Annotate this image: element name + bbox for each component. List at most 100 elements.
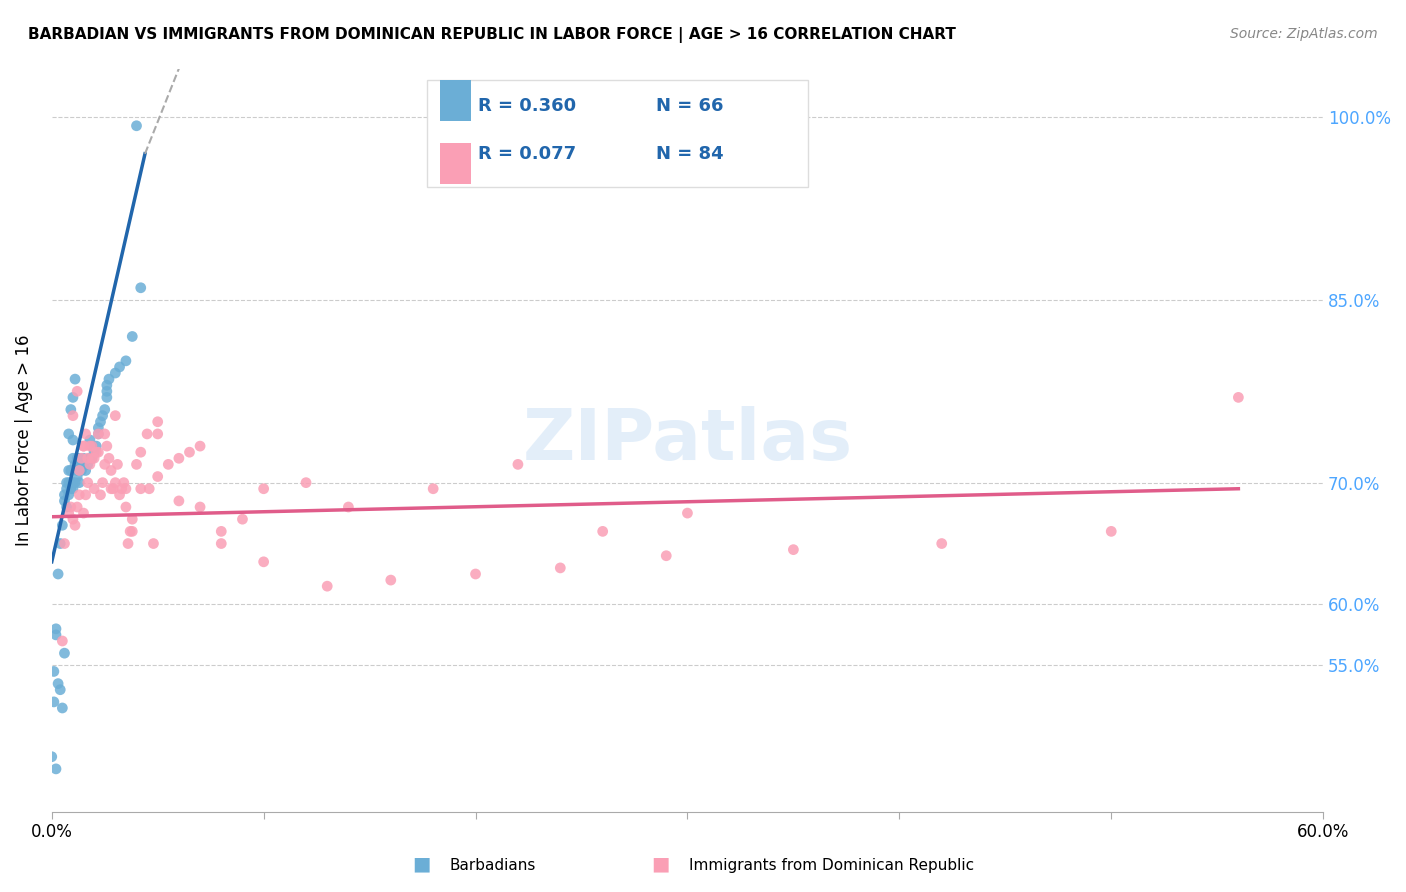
Point (75, 488, 97, 502)
Point (63, 518, 86, 533)
Point (422, 482, 444, 496)
Point (79, 433, 101, 447)
Point (129, 445, 152, 459)
Text: R = 0.077: R = 0.077 (478, 145, 576, 163)
Point (55, 500, 77, 514)
Point (66, 384, 89, 399)
Point (62, 475, 84, 490)
Point (51, 634, 73, 648)
Point (103, 482, 125, 496)
Point (45, 622, 67, 636)
Point (70, 458, 93, 472)
Point (120, 524, 142, 539)
Point (188, 500, 211, 514)
Point (129, 482, 152, 496)
Point (112, 475, 135, 490)
Point (108, 359, 131, 374)
Text: Barbadians: Barbadians (450, 858, 536, 872)
Point (111, 482, 134, 496)
Point (41, 749, 63, 764)
Point (58, 463, 80, 477)
Point (146, 469, 169, 483)
Point (79, 451, 101, 466)
Point (59, 402, 82, 417)
Point (76, 458, 98, 472)
Point (142, 536, 165, 550)
Text: BARBADIAN VS IMMIGRANTS FROM DOMINICAN REPUBLIC IN LABOR FORCE | AGE > 16 CORREL: BARBADIAN VS IMMIGRANTS FROM DOMINICAN R… (28, 27, 956, 43)
Bar (440, 143, 471, 184)
Text: ■: ■ (412, 855, 432, 873)
Point (782, 542, 804, 557)
Text: R = 0.360: R = 0.360 (471, 91, 569, 109)
Point (46, 566, 69, 581)
Point (84, 445, 107, 459)
Point (80, 439, 103, 453)
Point (188, 439, 211, 453)
Point (87, 421, 110, 435)
Point (67, 475, 90, 490)
Point (79, 458, 101, 472)
Point (121, 329, 143, 343)
Point (63, 372, 86, 386)
Point (108, 488, 131, 502)
Point (107, 458, 129, 472)
Point (66, 463, 89, 477)
Point (179, 445, 201, 459)
Point (62, 482, 84, 496)
Point (83, 451, 105, 466)
Point (157, 458, 180, 472)
Point (253, 555, 276, 569)
Point (66, 469, 89, 483)
Point (100, 463, 122, 477)
Point (53, 646, 76, 660)
Point (104, 366, 127, 380)
Point (45, 762, 67, 776)
Point (167, 494, 190, 508)
Point (380, 573, 402, 587)
Point (66, 451, 89, 466)
Point (42, 665, 65, 679)
Point (146, 426, 169, 441)
Point (93, 402, 115, 417)
Point (117, 536, 139, 550)
Point (80, 451, 103, 466)
Text: N = 66: N = 66 (650, 91, 717, 109)
Point (115, 354, 138, 368)
Point (63, 458, 86, 472)
Point (87, 426, 110, 441)
Point (67, 488, 90, 502)
Point (121, 512, 143, 526)
Point (316, 579, 339, 593)
Point (76, 475, 98, 490)
Text: ZIPatlas: ZIPatlas (523, 406, 852, 475)
Bar (427, 79, 808, 187)
Point (931, 536, 953, 550)
Point (63, 475, 86, 490)
Text: N = 66: N = 66 (655, 96, 723, 115)
Point (46, 676, 69, 690)
Point (62, 409, 84, 423)
Point (66, 500, 89, 514)
Point (91, 475, 114, 490)
Point (89, 415, 111, 429)
Point (129, 281, 152, 295)
Point (231, 512, 253, 526)
Point (59, 463, 82, 477)
Point (55, 482, 77, 496)
Point (58, 426, 80, 441)
Point (62, 433, 84, 447)
Point (62, 512, 84, 526)
Point (53, 536, 76, 550)
Point (104, 409, 127, 423)
Bar (440, 79, 471, 120)
Point (58, 488, 80, 502)
Point (91, 409, 114, 423)
Point (51, 701, 73, 715)
Point (167, 451, 190, 466)
Point (42, 695, 65, 709)
Point (93, 458, 115, 472)
Point (125, 119, 148, 133)
Point (72, 458, 94, 472)
Text: N = 84: N = 84 (650, 139, 717, 157)
Point (104, 475, 127, 490)
